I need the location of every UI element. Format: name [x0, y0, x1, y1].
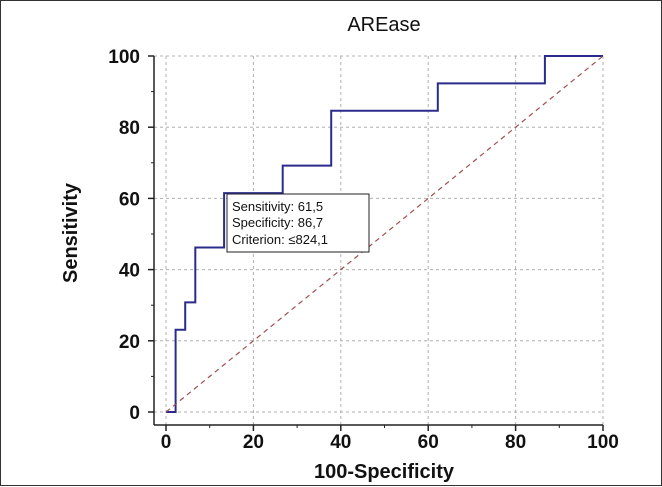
x-tick-label-80: 80: [505, 432, 526, 453]
x-tick-label-40: 40: [330, 432, 351, 453]
annotation-sensitivity: Sensitivity: 61,5: [232, 199, 323, 214]
y-tick-label-40: 40: [119, 261, 140, 282]
chart-title: AREase: [347, 14, 420, 36]
tick-labels: 0 20 40 60 80 100 0 20 40 60 80 100: [108, 47, 619, 453]
x-tick-label-100: 100: [587, 432, 619, 453]
series-lines: [165, 55, 604, 413]
y-axis-label: Sensitivity: [60, 182, 82, 283]
y-tick-label-100: 100: [108, 47, 140, 68]
x-axis-label: 100-Specificity: [314, 461, 455, 483]
y-tick-label-80: 80: [119, 118, 140, 139]
annotation-specificity: Specificity: 86,7: [232, 215, 323, 230]
criterion-annotation: Sensitivity: 61,5 Specificity: 86,7 Crit…: [226, 193, 370, 253]
axes: [148, 55, 604, 431]
y-tick-label-60: 60: [119, 189, 140, 210]
grid-lines: [154, 55, 604, 425]
reference-diagonal-line: [165, 55, 604, 413]
roc-curve-line: [166, 55, 603, 413]
y-tick-label-20: 20: [119, 332, 140, 353]
x-tick-label-60: 60: [418, 432, 439, 453]
x-tick-label-0: 0: [161, 432, 172, 453]
y-tick-label-0: 0: [129, 403, 140, 424]
annotation-criterion: Criterion: ≤824,1: [232, 232, 328, 247]
x-tick-label-20: 20: [243, 432, 264, 453]
annotation-box: [226, 193, 370, 253]
